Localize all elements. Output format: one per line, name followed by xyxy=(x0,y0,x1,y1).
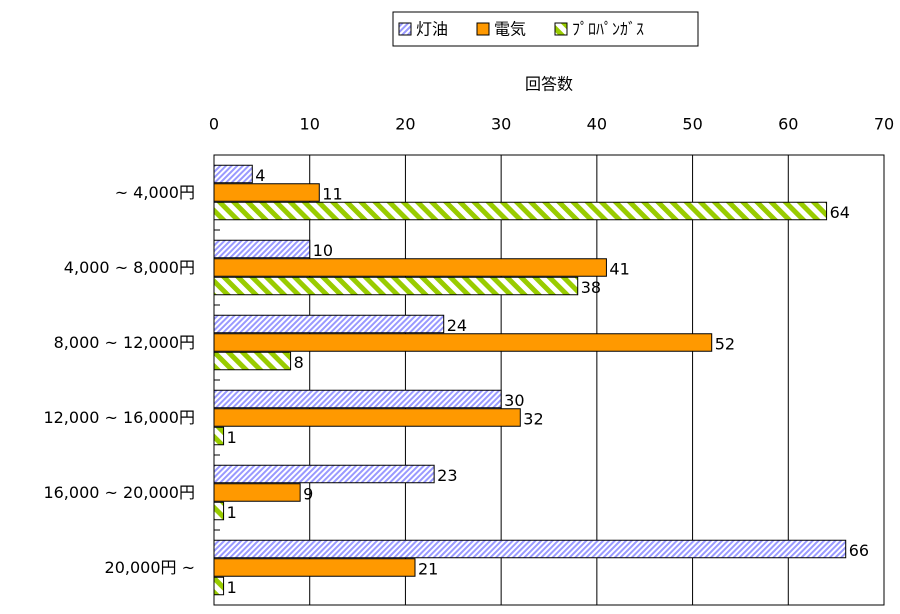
data-label: 1 xyxy=(227,503,237,522)
x-tick-label: 30 xyxy=(491,115,511,134)
data-label: 38 xyxy=(581,278,601,297)
axis-title: 回答数 xyxy=(525,75,573,94)
bar xyxy=(213,164,253,184)
data-label: 24 xyxy=(447,316,467,335)
bar xyxy=(213,426,225,446)
x-tick-label: 50 xyxy=(682,115,702,134)
bar xyxy=(213,314,445,334)
legend-box xyxy=(392,11,699,47)
bar xyxy=(213,539,847,559)
data-label: 52 xyxy=(715,335,735,354)
x-tick-label: 20 xyxy=(395,115,415,134)
plot-frame xyxy=(213,154,885,606)
data-label: 9 xyxy=(303,485,313,504)
bar xyxy=(213,239,311,259)
bar xyxy=(213,258,607,277)
data-label: 32 xyxy=(523,410,543,429)
data-label: 23 xyxy=(437,466,457,485)
bar xyxy=(213,483,301,502)
data-label: 66 xyxy=(849,541,869,560)
data-label: 4 xyxy=(255,166,265,185)
data-label: 1 xyxy=(227,428,237,447)
x-tick-label: 10 xyxy=(300,115,320,134)
legend-label: 灯油 xyxy=(416,20,448,39)
data-label: 11 xyxy=(322,185,342,204)
legend-swatch xyxy=(476,22,490,36)
x-tick-label: 70 xyxy=(874,115,894,134)
y-tick-label: 4,000 ~ 8,000円 xyxy=(64,258,195,277)
bar xyxy=(213,351,292,371)
y-tick-label: 12,000 ~ 16,000円 xyxy=(43,408,195,427)
y-tick-label: 8,000 ~ 12,000円 xyxy=(54,333,195,352)
bar xyxy=(213,464,435,484)
x-tick-label: 60 xyxy=(778,115,798,134)
legend-label: 電気 xyxy=(494,20,526,39)
y-tick-label: 20,000円 ~ xyxy=(105,558,195,577)
bar xyxy=(213,558,416,577)
bar xyxy=(213,501,225,521)
data-label: 64 xyxy=(830,203,850,222)
bar xyxy=(213,408,521,427)
x-tick-label: 0 xyxy=(209,115,219,134)
bar xyxy=(213,276,579,296)
data-label: 10 xyxy=(313,241,333,260)
bar xyxy=(213,201,828,221)
y-tick-label: ~ 4,000円 xyxy=(115,183,195,202)
bar xyxy=(213,576,225,596)
data-label: 8 xyxy=(294,353,304,372)
bar xyxy=(213,389,502,409)
data-label: 21 xyxy=(418,560,438,579)
x-tick-label: 40 xyxy=(587,115,607,134)
data-label: 41 xyxy=(609,260,629,279)
y-tick-label: 16,000 ~ 20,000円 xyxy=(43,483,195,502)
data-label: 1 xyxy=(227,578,237,597)
bar xyxy=(213,183,320,202)
legend-swatch xyxy=(398,22,412,36)
bar xyxy=(213,333,713,352)
data-label: 30 xyxy=(504,391,524,410)
legend-swatch xyxy=(554,22,568,36)
legend-label: ﾌﾟﾛﾊﾟﾝｶﾞｽ xyxy=(572,20,644,39)
